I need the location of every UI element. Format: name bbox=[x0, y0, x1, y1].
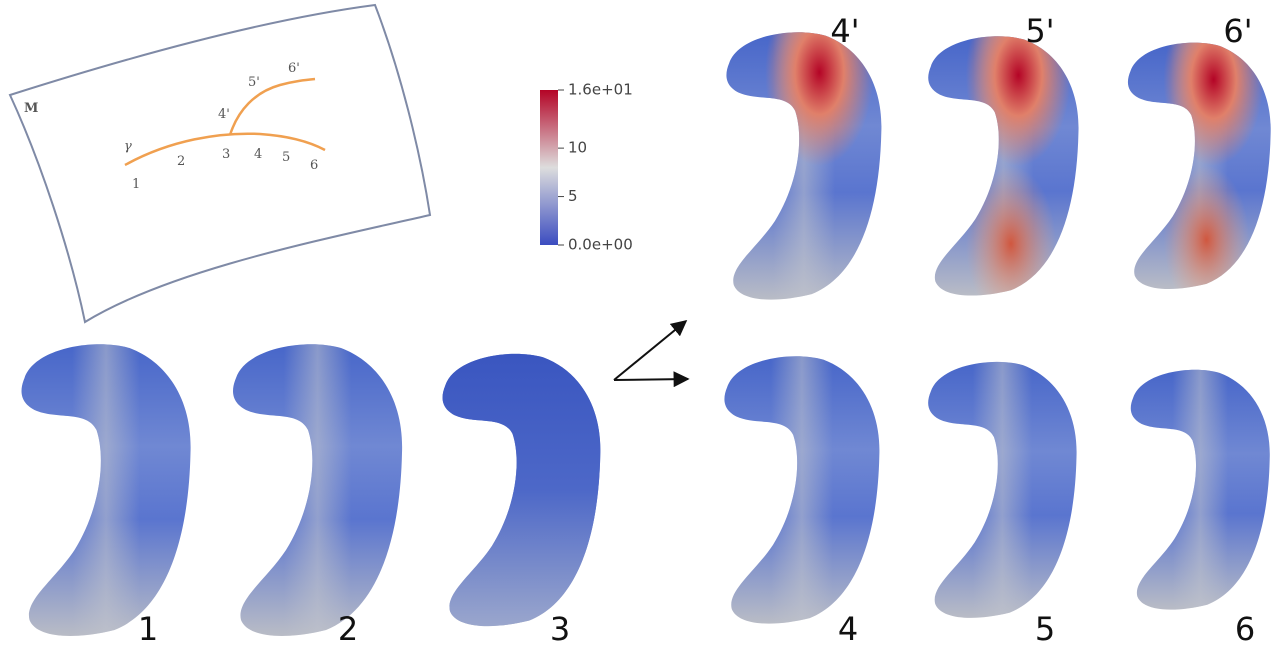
curve-label: γ bbox=[124, 139, 132, 154]
shape-shading bbox=[724, 356, 880, 624]
point-label: 5 bbox=[282, 150, 290, 165]
shape-label: 5 bbox=[1035, 610, 1055, 648]
colorbar-tick-label: 5 bbox=[568, 187, 578, 205]
shape-label: 4 bbox=[838, 610, 858, 648]
colorbar-tick-label: 10 bbox=[568, 139, 587, 157]
curve bbox=[124, 132, 326, 167]
shape-heat bbox=[726, 32, 882, 300]
shape-label: 4' bbox=[830, 12, 859, 50]
branch-point-label: 6' bbox=[288, 61, 300, 76]
shape-label: 5' bbox=[1025, 12, 1054, 50]
colorbar-tick-label: 0.0e+00 bbox=[568, 236, 633, 254]
shape-shading bbox=[21, 344, 191, 636]
colorbar-ticks: 1.6e+01 10 5 0.0e+00 bbox=[558, 81, 633, 254]
shape-label: 1 bbox=[138, 610, 158, 648]
branch-point-label: 4' bbox=[218, 107, 230, 122]
shape-heat-low bbox=[1127, 42, 1271, 289]
colorbar bbox=[540, 90, 558, 245]
point-label: 3 bbox=[222, 147, 230, 162]
colorbar-tick-label: 1.6e+01 bbox=[568, 81, 633, 99]
shape-tone bbox=[442, 353, 601, 627]
manifold-label: M bbox=[24, 101, 38, 116]
shape-heat-low bbox=[928, 36, 1079, 296]
arrow bbox=[613, 319, 688, 381]
shape-label: 2 bbox=[338, 610, 358, 648]
shape-label: 6 bbox=[1235, 610, 1255, 648]
point-label: 1 bbox=[132, 177, 140, 192]
branch-point-label: 5' bbox=[248, 75, 260, 90]
shape-shading bbox=[233, 344, 403, 636]
sketch-points: 1 2 3 4 5 6 4' 5' 6' bbox=[132, 61, 318, 192]
shape-label: 3 bbox=[550, 610, 570, 648]
arrow bbox=[613, 371, 690, 388]
shape-shading bbox=[1130, 369, 1270, 610]
manifold-outline bbox=[8, 3, 432, 324]
point-label: 4 bbox=[254, 147, 262, 162]
point-label: 2 bbox=[177, 154, 185, 169]
shapes: 1 2 3 4 5 6 4' 5' 6' bbox=[21, 12, 1271, 648]
shape-shading bbox=[928, 361, 1077, 618]
shape-label: 6' bbox=[1223, 12, 1252, 50]
point-label: 6 bbox=[310, 158, 318, 173]
branch-curve bbox=[228, 77, 316, 136]
